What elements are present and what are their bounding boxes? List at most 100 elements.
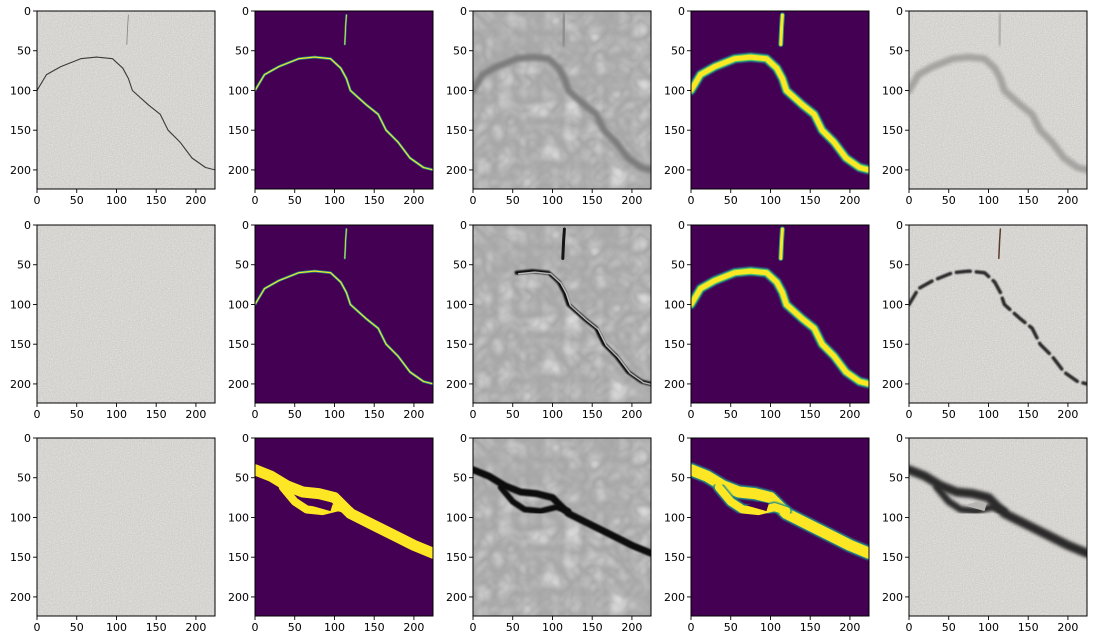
y-tick-label: 100	[446, 298, 467, 311]
x-tick-label: 200	[621, 408, 642, 421]
panel-image	[473, 225, 651, 403]
y-tick-label: 100	[882, 511, 903, 524]
y-tick-label: 200	[882, 591, 903, 604]
y-tick-label: 150	[664, 551, 685, 564]
y-tick-label: 200	[228, 591, 249, 604]
axes-frame	[36, 10, 216, 190]
x-tick-label: 200	[403, 194, 424, 207]
x-tick-label: 200	[839, 621, 860, 634]
y-tick-label: 50	[235, 259, 249, 272]
panel-image	[909, 11, 1087, 189]
x-tick-label: 50	[942, 194, 956, 207]
y-tick-label: 0	[896, 432, 903, 445]
x-tick-label: 150	[1018, 408, 1039, 421]
x-tick-label: 50	[506, 621, 520, 634]
x-tick-label: 100	[542, 621, 563, 634]
y-tick-label: 0	[678, 5, 685, 18]
y-tick-label: 0	[242, 5, 249, 18]
x-tick-label: 100	[324, 408, 345, 421]
panel-r2-c2: 0 50 100 150 200 0 50 100 150 200	[446, 432, 652, 634]
x-tick-label: 0	[688, 621, 695, 634]
y-tick-label: 0	[24, 219, 31, 232]
x-tick-label: 0	[470, 194, 477, 207]
x-tick-label: 100	[324, 194, 345, 207]
y-tick-label: 150	[228, 551, 249, 564]
x-tick-label: 50	[942, 621, 956, 634]
axes-frame	[472, 437, 652, 617]
x-tick-label: 150	[146, 194, 167, 207]
axes-frame	[254, 224, 434, 404]
y-tick-label: 0	[242, 432, 249, 445]
axes-frame	[908, 437, 1088, 617]
y-tick-label: 150	[228, 124, 249, 137]
y-tick-label: 0	[896, 219, 903, 232]
x-tick-label: 50	[70, 408, 84, 421]
y-tick-label: 50	[453, 259, 467, 272]
y-tick-label: 50	[17, 472, 31, 485]
axes-frame	[690, 437, 870, 617]
y-tick-label: 200	[10, 378, 31, 391]
x-tick-label: 50	[942, 408, 956, 421]
x-tick-label: 50	[288, 194, 302, 207]
y-tick-label: 100	[10, 84, 31, 97]
y-tick-label: 150	[664, 338, 685, 351]
x-tick-label: 100	[978, 621, 999, 634]
x-tick-label: 50	[506, 194, 520, 207]
panel-image	[37, 225, 215, 403]
panel-image	[37, 11, 215, 189]
y-tick-label: 200	[446, 378, 467, 391]
y-tick-label: 200	[228, 378, 249, 391]
y-tick-label: 200	[882, 164, 903, 177]
axes-frame	[472, 10, 652, 190]
axes-frame	[908, 10, 1088, 190]
x-tick-label: 0	[34, 408, 41, 421]
x-tick-label: 200	[185, 408, 206, 421]
x-tick-label: 150	[1018, 621, 1039, 634]
panel-r1-c1: 0 50 100 150 200 0 50 100 150 200	[228, 219, 434, 421]
y-tick-label: 50	[453, 45, 467, 58]
panel-r2-c0: 0 50 100 150 200 0 50 100 150 200	[10, 432, 216, 634]
y-tick-label: 100	[10, 298, 31, 311]
x-tick-label: 200	[839, 194, 860, 207]
y-tick-label: 50	[671, 259, 685, 272]
axes-frame	[36, 224, 216, 404]
axes-frame	[690, 224, 870, 404]
y-tick-label: 150	[446, 124, 467, 137]
y-tick-label: 0	[896, 5, 903, 18]
y-tick-label: 50	[889, 259, 903, 272]
y-tick-label: 200	[10, 591, 31, 604]
y-tick-label: 50	[235, 472, 249, 485]
y-tick-label: 50	[235, 45, 249, 58]
x-tick-label: 100	[106, 194, 127, 207]
x-tick-label: 50	[70, 194, 84, 207]
y-tick-label: 200	[446, 591, 467, 604]
panel-r2-c3: 0 50 100 150 200 0 50 100 150 200	[664, 432, 870, 634]
y-tick-label: 150	[446, 338, 467, 351]
y-tick-label: 100	[446, 511, 467, 524]
x-tick-label: 150	[582, 408, 603, 421]
x-tick-label: 0	[688, 194, 695, 207]
x-tick-label: 200	[839, 408, 860, 421]
panel-image	[37, 438, 215, 616]
y-tick-label: 150	[10, 124, 31, 137]
x-tick-label: 0	[470, 408, 477, 421]
y-tick-label: 200	[228, 164, 249, 177]
x-tick-label: 100	[760, 408, 781, 421]
x-tick-label: 50	[724, 621, 738, 634]
y-tick-label: 50	[889, 45, 903, 58]
y-tick-label: 200	[664, 591, 685, 604]
y-tick-label: 50	[453, 472, 467, 485]
y-tick-label: 0	[24, 5, 31, 18]
panel-r2-c4: 0 50 100 150 200 0 50 100 150 200	[882, 432, 1088, 634]
panel-r1-c4: 0 50 100 150 200 0 50 100 150 200	[882, 219, 1088, 421]
axes-frame	[472, 224, 652, 404]
y-tick-label: 150	[882, 124, 903, 137]
y-tick-label: 100	[664, 298, 685, 311]
x-tick-label: 150	[146, 621, 167, 634]
x-tick-label: 100	[324, 621, 345, 634]
x-tick-label: 0	[906, 408, 913, 421]
panel-r2-c1: 0 50 100 150 200 0 50 100 150 200	[228, 432, 434, 634]
y-tick-label: 100	[228, 84, 249, 97]
y-tick-label: 150	[10, 338, 31, 351]
panel-r1-c2: 0 50 100 150 200 0 50 100 150 200	[446, 219, 652, 421]
